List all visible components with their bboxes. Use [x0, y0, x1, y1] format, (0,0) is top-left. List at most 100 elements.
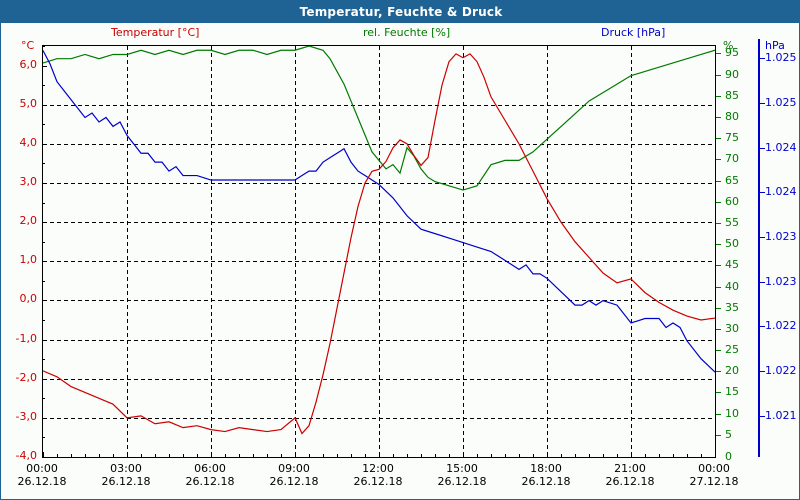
- right-axis-tick: [716, 371, 721, 372]
- x-axis-tick-label: 21:00 26.12.18: [595, 462, 665, 488]
- pressure-axis-tick: [760, 192, 765, 193]
- legend-pressure: Druck [hPa]: [601, 26, 666, 39]
- left-axis-tick-label: -4,0: [15, 449, 37, 462]
- right-axis-tick-label: 55: [725, 215, 739, 229]
- window-titlebar: Temperatur, Feuchte & Druck: [1, 1, 799, 23]
- plot-area[interactable]: [42, 45, 716, 458]
- x-axis-tick-date: 26.12.18: [437, 475, 487, 488]
- right-axis-tick: [716, 202, 721, 203]
- right-axis-tick-label: 95: [725, 46, 739, 60]
- right-axis-tick: [716, 435, 721, 436]
- axis-ticks: [43, 46, 702, 457]
- x-axis-tick-time: 06:00: [194, 462, 226, 475]
- left-axis-tick-label: 4,0: [19, 135, 38, 149]
- right-axis-tick: [716, 414, 721, 415]
- right-axis-tick: [716, 392, 721, 393]
- x-axis-tick-time: 09:00: [278, 462, 310, 475]
- right-axis-tick-label: 45: [725, 258, 739, 272]
- x-axis-tick-time: 21:00: [614, 462, 646, 475]
- legend-temperature: Temperatur [°C]: [111, 26, 200, 39]
- right-axis-zero-label: 0: [725, 450, 732, 463]
- right-axis-tick-label: 15: [725, 385, 739, 399]
- right-axis-tick-label: 10: [725, 406, 739, 420]
- right-axis-tick-label: 30: [725, 321, 739, 335]
- right-axis-tick-label: 35: [725, 300, 739, 314]
- x-axis-tick-label: 12:00 26.12.18: [343, 462, 413, 488]
- right-axis-tick: [716, 350, 721, 351]
- x-axis-tick-date: 26.12.18: [353, 475, 403, 488]
- pressure-axis-tick: [760, 371, 765, 372]
- right-axis-tick: [716, 138, 721, 139]
- right-axis-tick: [716, 223, 721, 224]
- x-axis-tick-date: 26.12.18: [185, 475, 235, 488]
- x-axis-tick-label: 03:00 26.12.18: [91, 462, 161, 488]
- right-axis-tick: [716, 308, 721, 309]
- chart-canvas: [43, 46, 715, 457]
- pressure-axis-tick: [760, 326, 765, 327]
- right-axis-tick-label: 50: [725, 237, 739, 251]
- right-axis-tick-label: 5: [725, 427, 732, 441]
- right-axis-unit: %: [723, 39, 734, 52]
- left-axis-tick-label: -2,0: [15, 370, 37, 384]
- pressure-axis-tick: [760, 148, 765, 149]
- x-axis-tick-date: 26.12.18: [17, 475, 67, 488]
- x-axis-tick-label: 00:00 27.12.18: [679, 462, 749, 488]
- pressure-axis-tick-label: 1.021: [765, 408, 797, 422]
- right-axis-tick-label: 75: [725, 131, 739, 145]
- right-axis-tick: [716, 287, 721, 288]
- right-axis-tick-label: 20: [725, 364, 739, 378]
- right-axis-tick-label: 60: [725, 194, 739, 208]
- pressure-axis-tick-label: 1.024: [765, 140, 797, 154]
- x-axis-tick-label: 18:00 26.12.18: [511, 462, 581, 488]
- left-axis-unit: °C: [21, 39, 35, 52]
- x-axis-tick-date: 27.12.18: [689, 475, 739, 488]
- x-axis-tick-time: 15:00: [446, 462, 478, 475]
- x-axis-tick-date: 26.12.18: [101, 475, 151, 488]
- x-axis-tick-date: 26.12.18: [269, 475, 319, 488]
- right-axis-tick: [716, 329, 721, 330]
- left-axis-tick-label: -1,0: [15, 331, 37, 345]
- x-axis-tick-time: 12:00: [362, 462, 394, 475]
- pressure-axis-tick-label: 1.025: [765, 51, 797, 65]
- x-axis-tick-label: 15:00 26.12.18: [427, 462, 497, 488]
- right-axis-tick: [716, 117, 721, 118]
- pressure-axis-line: [758, 39, 760, 457]
- pressure-axis-tick-label: 1.025: [765, 96, 797, 110]
- right-axis-tick: [716, 181, 721, 182]
- pressure-axis-tick-label: 1.022: [765, 319, 797, 333]
- left-axis-tick-label: 3,0: [19, 175, 38, 188]
- x-axis-tick-time: 00:00: [698, 462, 730, 475]
- grid-lines: [43, 46, 715, 457]
- window-title: Temperatur, Feuchte & Druck: [299, 5, 503, 19]
- left-axis-tick-label: 1,0: [19, 253, 38, 267]
- right-axis-tick-label: 40: [725, 279, 739, 293]
- temperature-line: [43, 53, 715, 435]
- x-axis-tick-time: 03:00: [110, 462, 142, 475]
- x-axis-tick-label: 06:00 26.12.18: [175, 462, 245, 488]
- pressure-axis-tick-label: 1.023: [765, 230, 797, 244]
- pressure-axis-tick: [760, 237, 765, 238]
- right-axis-tick-label: 90: [725, 67, 739, 81]
- x-axis-tick-date: 26.12.18: [521, 475, 571, 488]
- x-axis-tick-label: 00:00 26.12.18: [7, 462, 77, 488]
- right-axis-tick-label: 70: [725, 152, 739, 166]
- pressure-axis-tick: [760, 416, 765, 417]
- pressure-axis-tick-label: 1.022: [765, 364, 797, 378]
- humidity-line: [43, 46, 715, 191]
- right-axis-tick-label: 80: [725, 110, 739, 124]
- left-axis-tick-label: 0,0: [19, 292, 38, 306]
- left-axis-tick-label: 2,0: [19, 214, 38, 228]
- pressure-axis-tick-label: 1.024: [765, 185, 797, 199]
- right-axis-tick: [716, 265, 721, 266]
- right-axis-tick: [716, 159, 721, 160]
- x-axis-tick-time: 18:00: [530, 462, 562, 475]
- pressure-axis-tick: [760, 282, 765, 283]
- pressure-axis-tick-label: 1.023: [765, 274, 797, 288]
- x-axis-tick-label: 09:00 26.12.18: [259, 462, 329, 488]
- right-axis-tick-label: 85: [725, 88, 739, 102]
- right-axis-tick-label: 65: [725, 173, 739, 187]
- x-axis-tick-date: 26.12.18: [605, 475, 655, 488]
- pressure-axis-unit: hPa: [765, 39, 785, 52]
- pressure-line: [43, 50, 715, 373]
